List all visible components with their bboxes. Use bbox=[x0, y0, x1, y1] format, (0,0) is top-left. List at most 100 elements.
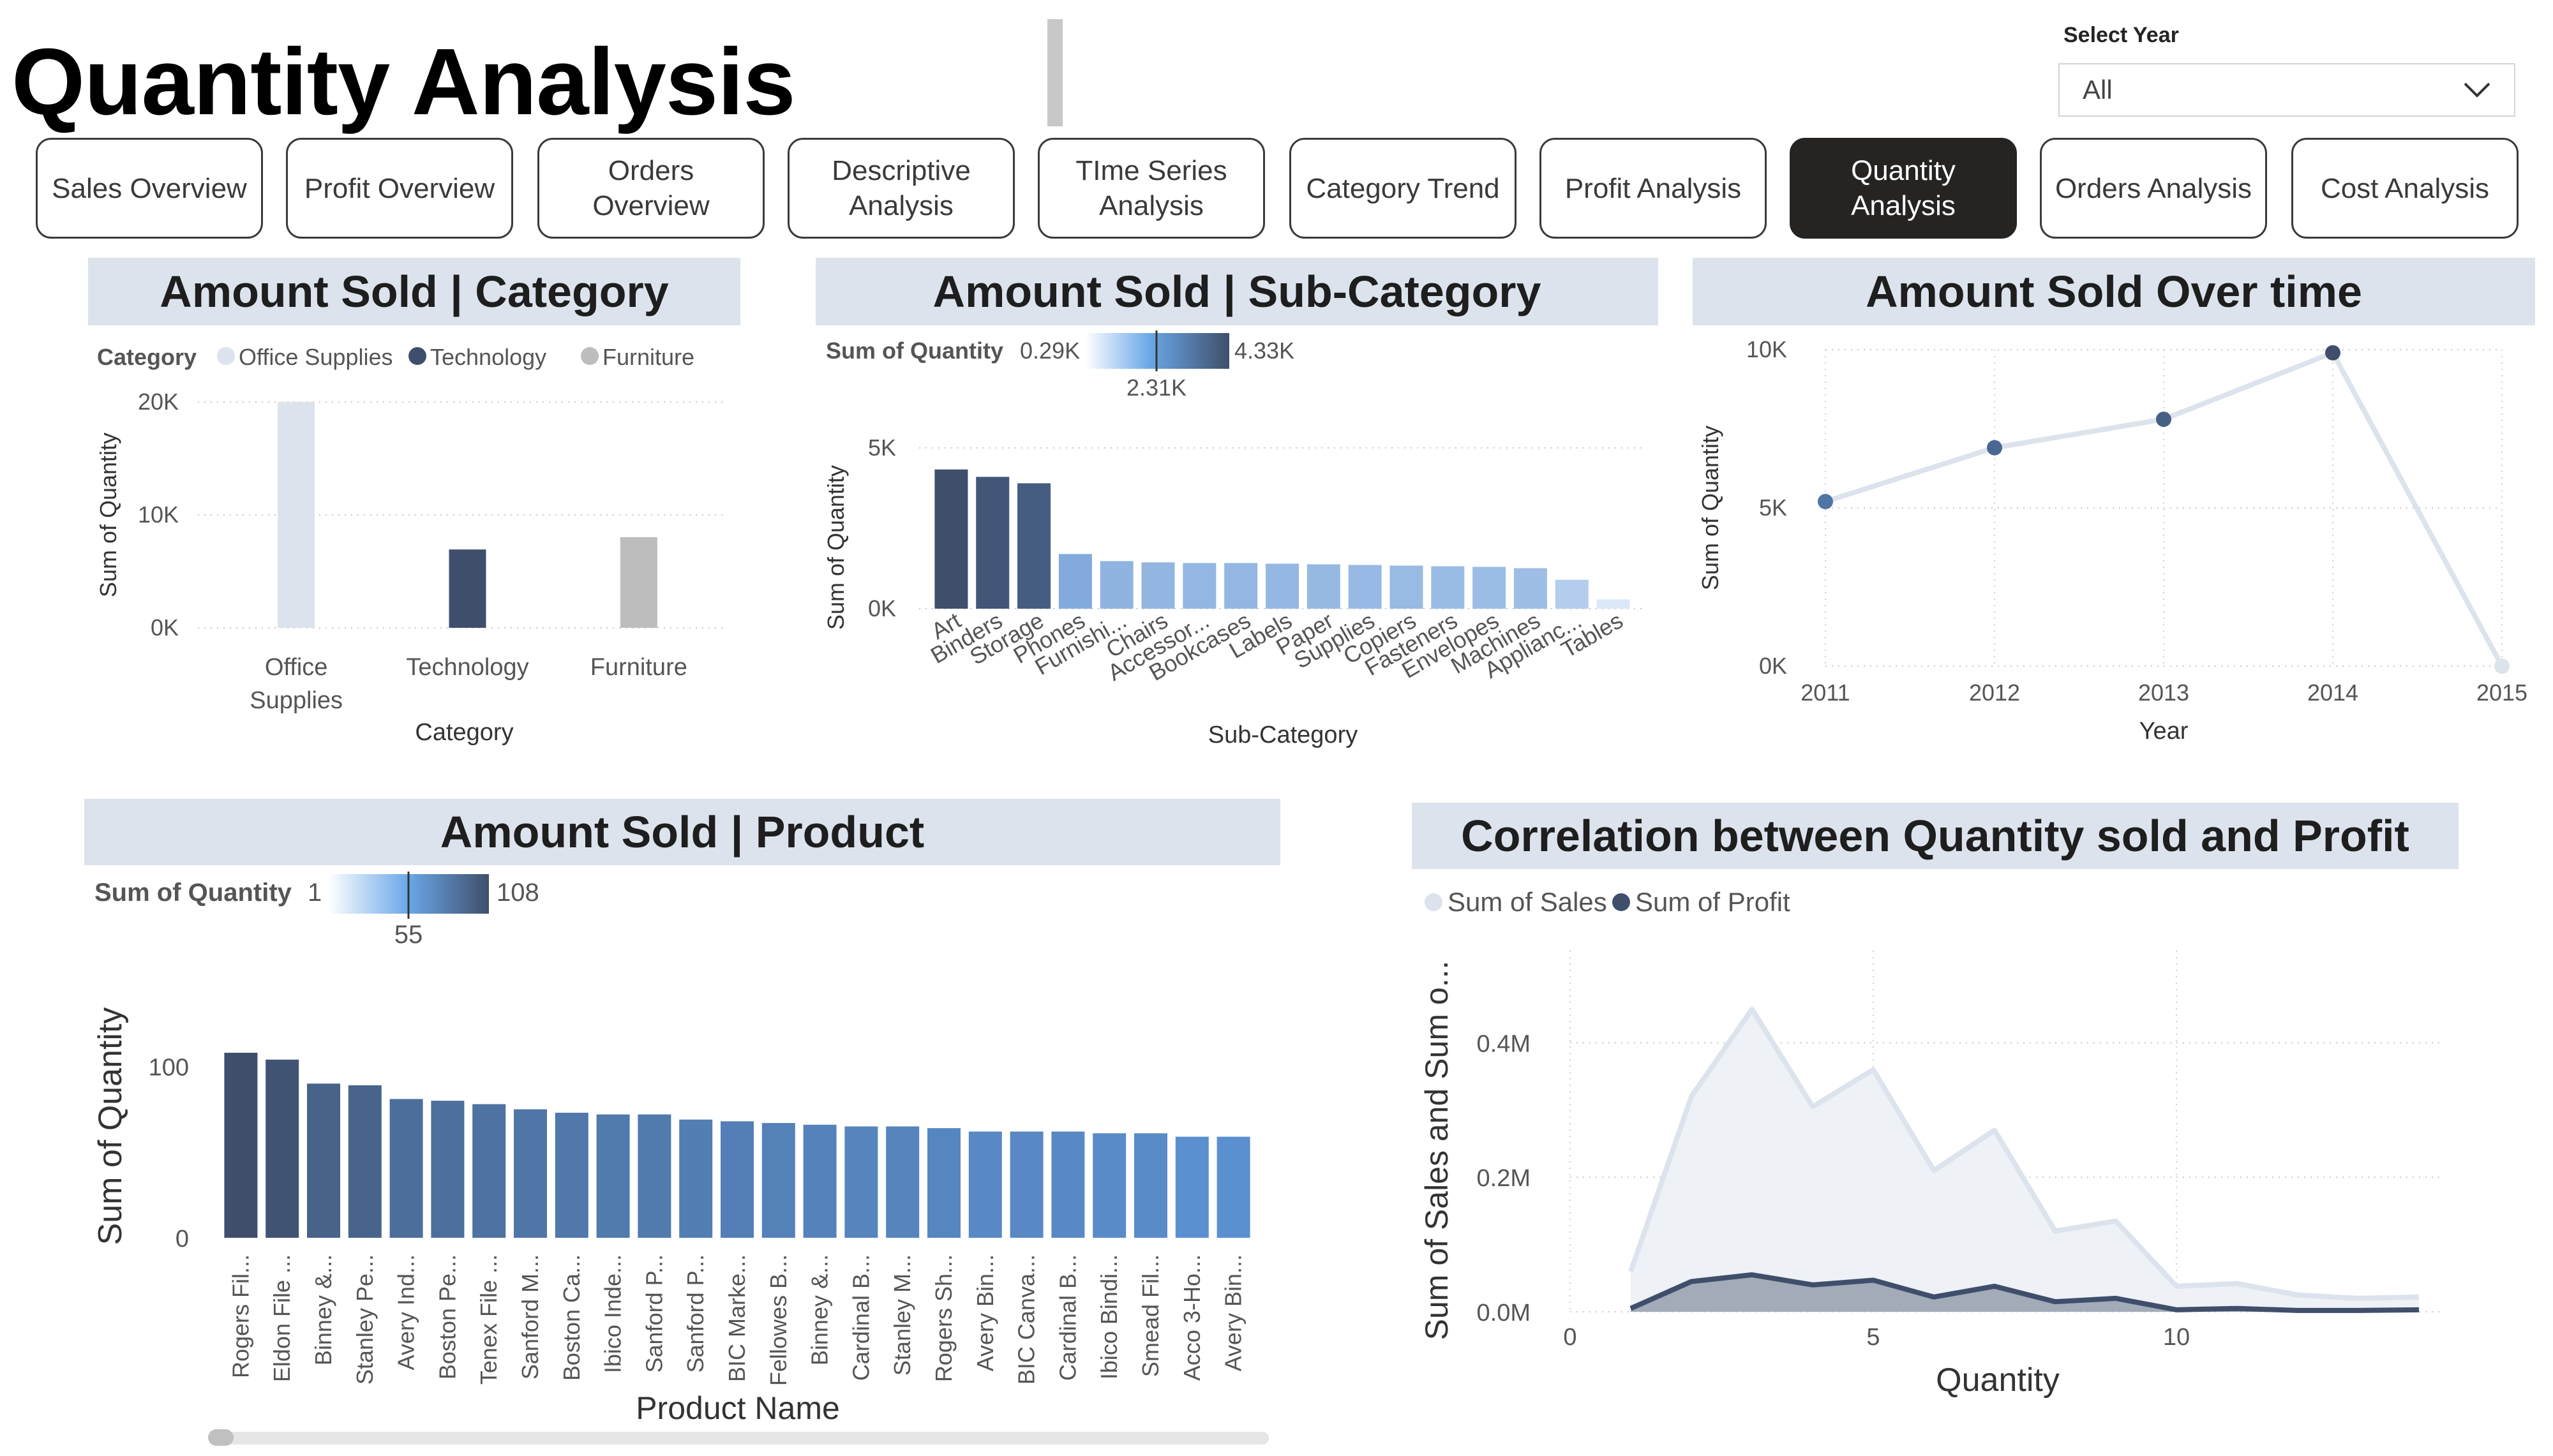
legend-marker bbox=[408, 347, 426, 365]
x-tick-label: Avery Bin... bbox=[972, 1254, 998, 1371]
bar bbox=[224, 1053, 258, 1238]
series-line bbox=[1629, 1272, 2420, 1313]
bar bbox=[431, 1101, 465, 1238]
bar bbox=[1596, 599, 1630, 609]
panel-title-product: Amount Sold | Product bbox=[84, 799, 1280, 865]
x-tick-label: 2013 bbox=[2138, 680, 2189, 706]
panel-title-category: Amount Sold | Category bbox=[88, 258, 740, 325]
x-tick-label: Avery Ind... bbox=[393, 1254, 419, 1370]
x-tick-label: 2011 bbox=[1801, 680, 1850, 706]
y-tick-label: 5K bbox=[1759, 494, 1787, 521]
color-scale-max: 4.33K bbox=[1234, 338, 1294, 364]
bar bbox=[1555, 579, 1589, 609]
x-tick-label: Rogers Fil... bbox=[227, 1254, 253, 1378]
y-tick-label: 100 bbox=[149, 1054, 189, 1081]
y-tick-label: 5K bbox=[868, 435, 896, 461]
y-axis-title: Sum of Sales and Sum o... bbox=[1419, 961, 1455, 1341]
legend-marker bbox=[217, 347, 235, 365]
data-point bbox=[1818, 494, 1833, 510]
nav-label: Orders Overview bbox=[592, 155, 710, 221]
bar bbox=[1010, 1131, 1044, 1238]
legend-title: Category bbox=[97, 344, 197, 370]
nav-descriptive-analysis[interactable]: Descriptive Analysis bbox=[788, 138, 1015, 239]
y-axis-title: Sum of Quantity bbox=[1697, 426, 1723, 590]
y-tick-label: 0.0M bbox=[1477, 1300, 1531, 1326]
nav-orders-analysis[interactable]: Orders Analysis bbox=[2040, 138, 2267, 239]
bar bbox=[927, 1128, 961, 1238]
bar bbox=[472, 1104, 506, 1238]
x-tick-label: 2014 bbox=[2307, 680, 2358, 706]
x-tick-label: Eldon File ... bbox=[269, 1254, 295, 1382]
nav-category-trend[interactable]: Category Trend bbox=[1289, 138, 1516, 239]
panel-title-overtime: Amount Sold Over time bbox=[1693, 258, 2535, 325]
nav-profit-analysis[interactable]: Profit Analysis bbox=[1539, 138, 1767, 239]
x-tick-label: BIC Marke... bbox=[724, 1254, 750, 1382]
x-tick-label: Boston Pe... bbox=[434, 1254, 460, 1379]
x-tick-label: Rogers Sh... bbox=[931, 1254, 957, 1382]
x-tick-label: Office bbox=[265, 654, 328, 681]
x-tick-label: Cardinal B... bbox=[1054, 1254, 1081, 1381]
nav-label: Orders Analysis bbox=[2055, 172, 2252, 204]
legend-label: Office Supplies bbox=[239, 344, 393, 370]
year-filter-label: Select Year bbox=[2063, 23, 2179, 47]
nav-profit-overview[interactable]: Profit Overview bbox=[286, 138, 513, 239]
nav-cost-analysis[interactable]: Cost Analysis bbox=[2291, 138, 2519, 239]
series-area bbox=[1631, 1009, 2419, 1312]
bar bbox=[596, 1114, 630, 1238]
x-tick-label: Sanford P... bbox=[641, 1254, 667, 1372]
bar bbox=[976, 477, 1010, 609]
y-tick-label: 20K bbox=[138, 389, 179, 415]
chevron-down-icon bbox=[2464, 82, 2490, 98]
panel-title-subcategory: Amount Sold | Sub-Category bbox=[816, 258, 1658, 325]
bar bbox=[679, 1119, 713, 1238]
x-tick-label: Technology bbox=[406, 654, 528, 681]
legend-label: Sum of Profit bbox=[1635, 887, 1790, 917]
nav-quantity-analysis[interactable]: Quantity Analysis bbox=[1790, 138, 2017, 239]
year-select[interactable]: All bbox=[2058, 63, 2515, 117]
legend-label: Furniture bbox=[603, 344, 694, 370]
color-scale-mid: 2.31K bbox=[1127, 375, 1187, 401]
bar bbox=[555, 1112, 588, 1238]
scrollbar-thumb bbox=[208, 1429, 234, 1446]
y-tick-label: 0K bbox=[868, 595, 896, 621]
x-tick-label: 2015 bbox=[2476, 680, 2527, 706]
x-axis-title: Quantity bbox=[1936, 1362, 2060, 1399]
x-tick-label: Binney &... bbox=[807, 1254, 833, 1365]
bar bbox=[620, 537, 657, 628]
x-tick-label: Furniture bbox=[590, 654, 687, 681]
x-tick-label: Stanley M... bbox=[889, 1254, 915, 1376]
series-line bbox=[1628, 1006, 2420, 1301]
y-axis-title: Sum of Quantity bbox=[95, 433, 121, 597]
color-scale-mid: 55 bbox=[394, 921, 423, 949]
x-tick-label: Ibico Inde... bbox=[600, 1254, 626, 1373]
bar bbox=[1093, 1133, 1127, 1238]
bar bbox=[886, 1126, 920, 1238]
nav-orders-overview[interactable]: Orders Overview bbox=[537, 138, 765, 239]
year-select-value: All bbox=[2083, 75, 2113, 105]
data-point bbox=[2494, 658, 2510, 674]
x-tick-label: Stanley Pe... bbox=[352, 1254, 378, 1385]
bar bbox=[514, 1109, 547, 1238]
color-scale-title: Sum of Quantity bbox=[94, 879, 292, 907]
y-axis-title: Sum of Quantity bbox=[92, 1007, 129, 1245]
x-axis-title: Sub-Category bbox=[1208, 722, 1358, 748]
x-tick-label: 0 bbox=[1563, 1324, 1576, 1351]
nav-time-series-analysis[interactable]: TIme Series Analysis bbox=[1038, 138, 1265, 239]
nav-sales-overview[interactable]: Sales Overview bbox=[36, 138, 263, 239]
bar bbox=[968, 1131, 1002, 1238]
legend-label: Technology bbox=[430, 344, 546, 370]
data-point bbox=[1987, 440, 2002, 456]
bar bbox=[1017, 483, 1051, 609]
x-tick-label: Cardinal B... bbox=[848, 1254, 874, 1381]
page-title: Quantity Analysis bbox=[11, 29, 796, 135]
y-tick-label: 0K bbox=[151, 614, 179, 641]
nav-label: Quantity Analysis bbox=[1851, 155, 1956, 221]
divider bbox=[1047, 19, 1063, 126]
color-scale-min: 1 bbox=[308, 879, 322, 907]
y-tick-label: 0.4M bbox=[1477, 1030, 1531, 1057]
bar bbox=[1224, 563, 1258, 609]
y-tick-label: 10K bbox=[1746, 336, 1787, 362]
x-tick-label: Boston Ca... bbox=[558, 1254, 585, 1381]
bar bbox=[278, 402, 315, 628]
bar bbox=[638, 1114, 671, 1238]
